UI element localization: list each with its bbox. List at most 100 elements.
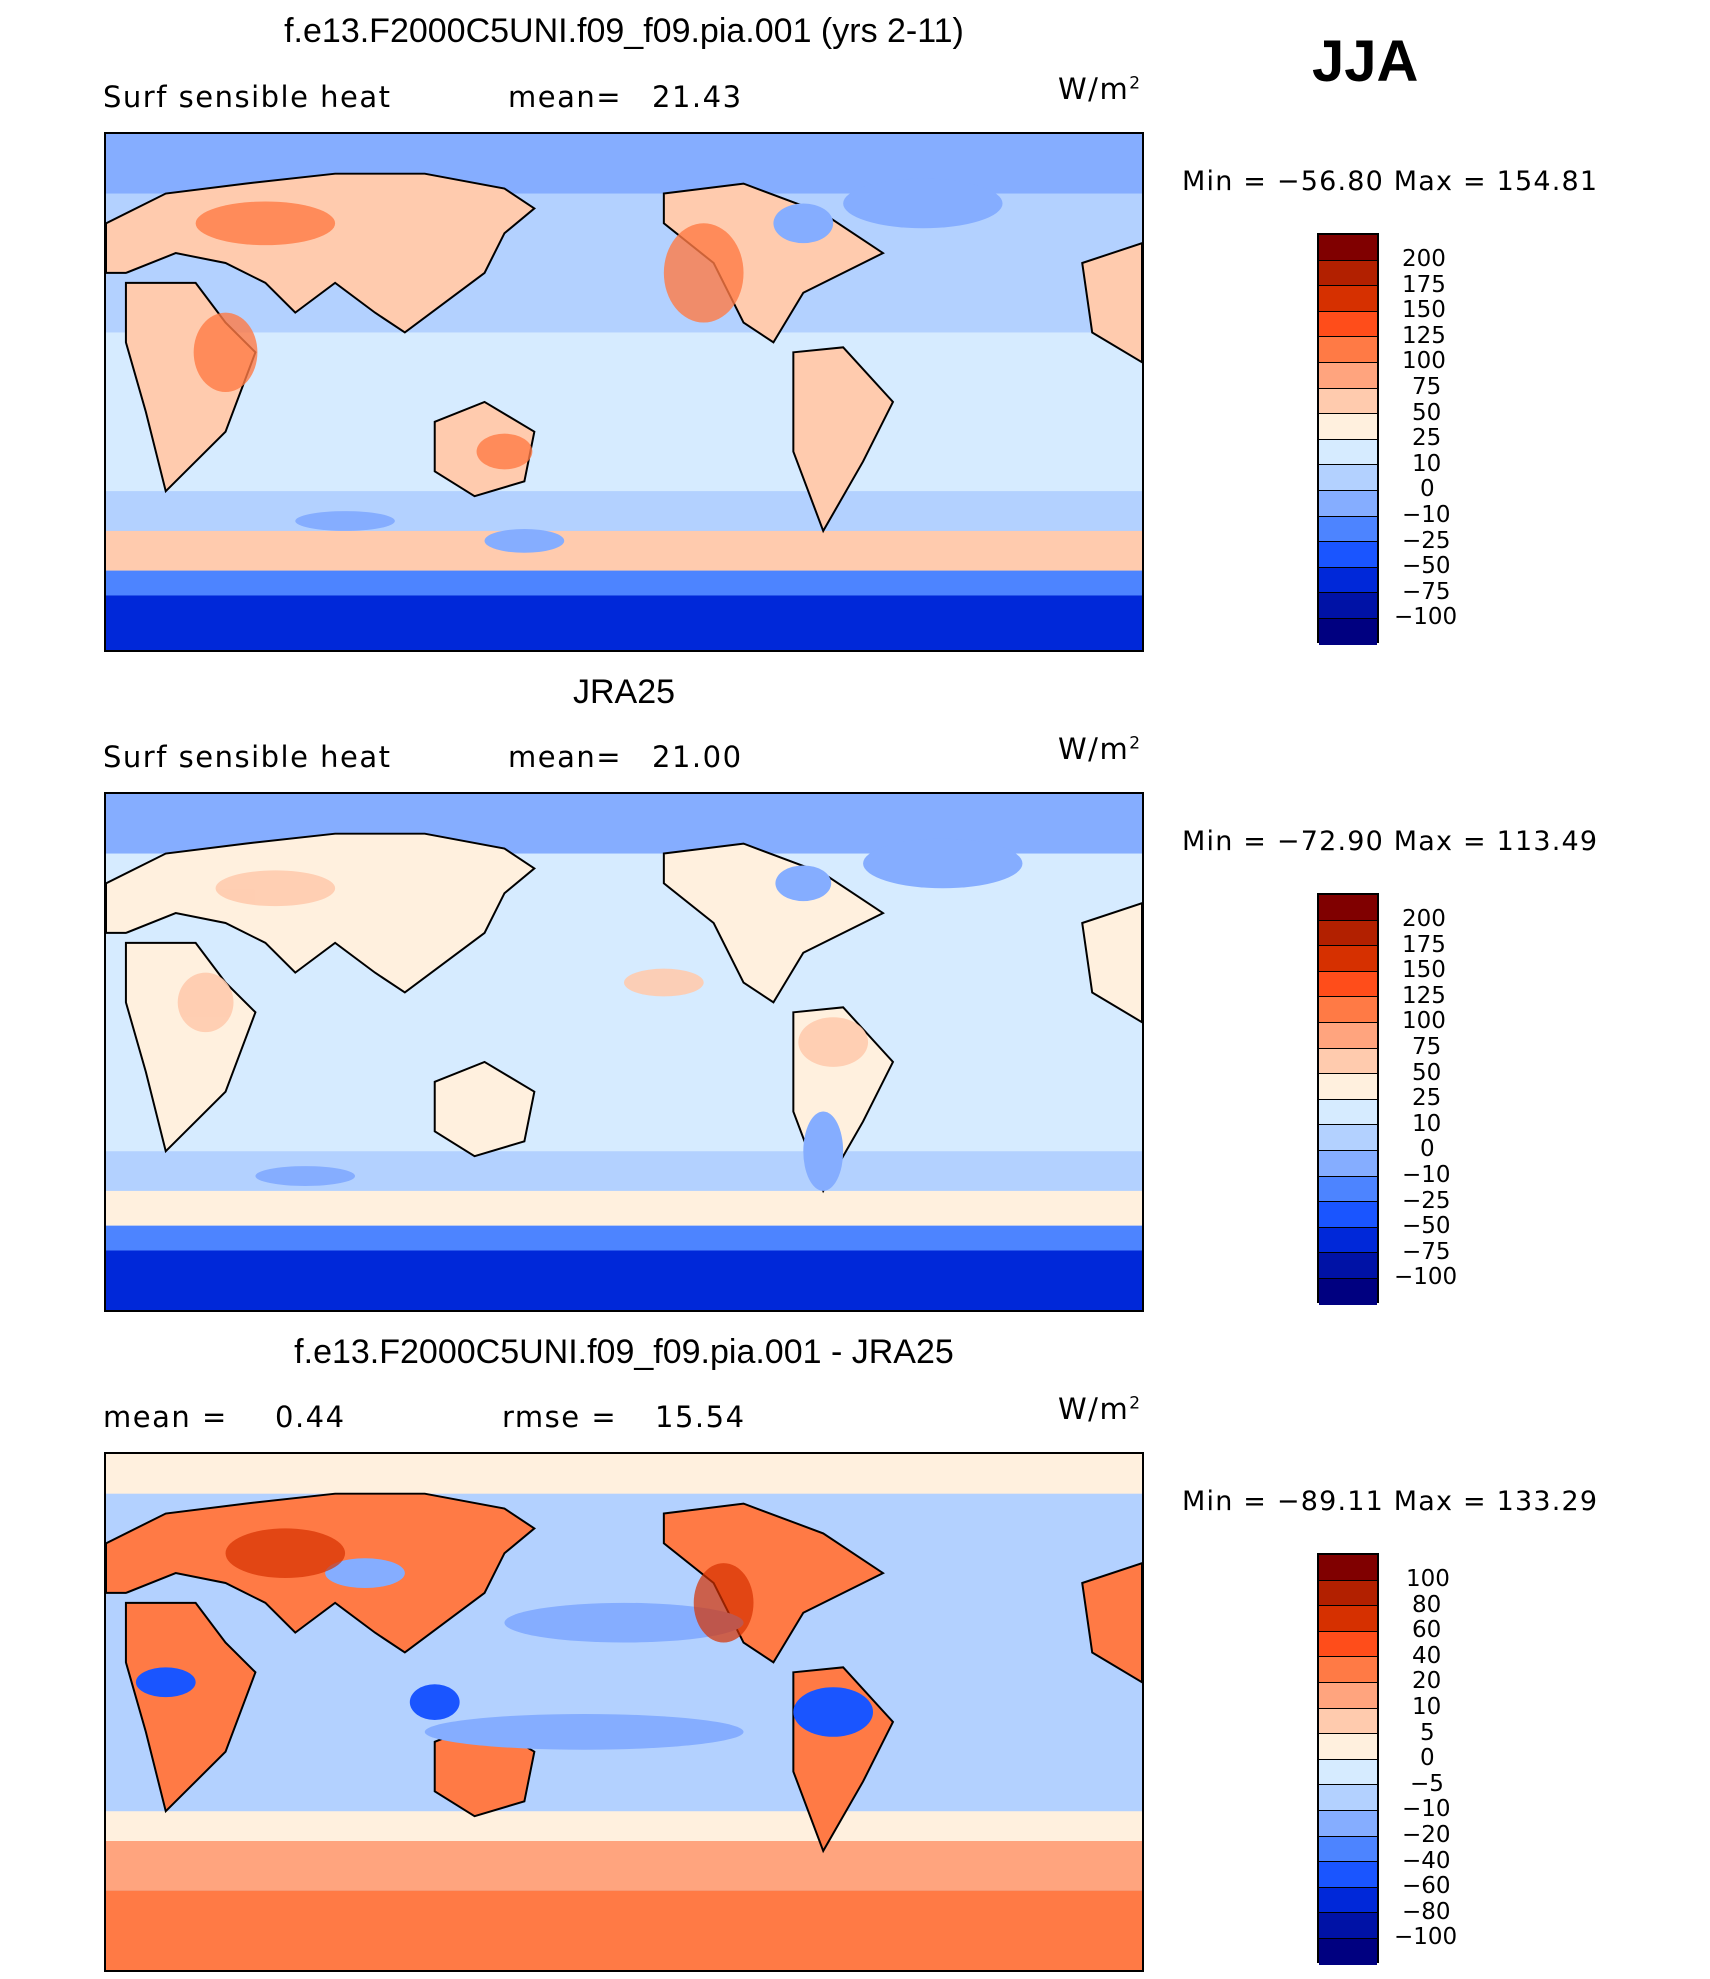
colorbar-label: −80	[1402, 1899, 1451, 1925]
colorbar-swatch	[1319, 1810, 1377, 1837]
colorbar-label: 80	[1412, 1592, 1442, 1618]
colorbar-label: 100	[1402, 348, 1446, 374]
panel3-mean-value: 0.44	[275, 1400, 346, 1434]
colorbar-swatch	[1319, 388, 1377, 415]
colorbar-swatch	[1319, 1657, 1377, 1683]
panel1-units: W/m2	[1058, 72, 1142, 106]
colorbar-swatch	[1319, 465, 1377, 491]
panel3-mean-label: mean =	[103, 1400, 228, 1434]
colorbar-label: −10	[1402, 1796, 1451, 1822]
colorbar-swatch	[1319, 235, 1377, 261]
colorbar-label: 75	[1412, 374, 1442, 400]
colorbar-swatch	[1319, 1555, 1377, 1581]
colorbar-label: −5	[1410, 1771, 1444, 1797]
colorbar-swatch	[1319, 1202, 1377, 1228]
colorbar-label: 125	[1402, 323, 1446, 349]
colorbar-swatch	[1319, 260, 1377, 287]
panel2-colorbar	[1317, 893, 1379, 1305]
panel2-title: JRA25	[572, 673, 676, 711]
colorbar-swatch	[1319, 516, 1377, 543]
colorbar-label: 0	[1420, 1745, 1435, 1771]
colorbar-label: −50	[1402, 1213, 1451, 1239]
panel1-map	[104, 132, 1144, 652]
colorbar-label: 10	[1412, 1111, 1442, 1137]
panel2-variable-label: Surf sensible heat	[103, 740, 392, 774]
colorbar-swatch	[1319, 542, 1377, 568]
panel1-variable-label: Surf sensible heat	[103, 80, 392, 114]
colorbar-label: −10	[1402, 1162, 1451, 1188]
colorbar-swatch	[1319, 362, 1377, 389]
panel2-map	[104, 792, 1144, 1312]
panel3-map	[104, 1452, 1144, 1972]
colorbar-label: 75	[1412, 1034, 1442, 1060]
colorbar-label: −20	[1402, 1822, 1451, 1848]
colorbar-label: 5	[1420, 1720, 1435, 1746]
panel1-colorbar	[1317, 233, 1379, 645]
colorbar-swatch	[1319, 997, 1377, 1023]
colorbar-label: 100	[1406, 1566, 1450, 1592]
colorbar-label: −100	[1394, 604, 1458, 630]
colorbar-swatch	[1319, 618, 1377, 645]
colorbar-swatch	[1319, 1022, 1377, 1049]
colorbar-label: 25	[1412, 425, 1442, 451]
colorbar-swatch	[1319, 1150, 1377, 1177]
panel3-rmse-label: rmse =	[502, 1400, 618, 1434]
panel1-min-max: Min = −56.80 Max = 154.81	[1182, 166, 1599, 197]
colorbar-label: 0	[1420, 476, 1435, 502]
colorbar-label: −40	[1402, 1848, 1451, 1874]
colorbar-label: −50	[1402, 553, 1451, 579]
panel3-rmse-value: 15.54	[655, 1400, 746, 1434]
colorbar-swatch	[1319, 1759, 1377, 1786]
colorbar-swatch	[1319, 1606, 1377, 1632]
colorbar-label: 150	[1402, 957, 1446, 983]
colorbar-swatch	[1319, 1227, 1377, 1254]
colorbar-label: 0	[1420, 1136, 1435, 1162]
panel2-mean-value: 21.00	[652, 740, 743, 774]
colorbar-label: 60	[1412, 1617, 1442, 1643]
colorbar-swatch	[1319, 1734, 1377, 1760]
panel1-map-svg	[106, 134, 1142, 650]
colorbar-label: −10	[1402, 502, 1451, 528]
panel1-title: f.e13.F2000C5UNI.f09_f09.pia.001 (yrs 2-…	[284, 12, 964, 50]
colorbar-swatch	[1319, 920, 1377, 947]
colorbar-swatch	[1319, 286, 1377, 312]
colorbar-swatch	[1319, 1682, 1377, 1709]
colorbar-label: 50	[1412, 400, 1442, 426]
colorbar-label: 10	[1412, 451, 1442, 477]
colorbar-swatch	[1319, 1074, 1377, 1100]
colorbar-swatch	[1319, 593, 1377, 619]
colorbar-swatch	[1319, 490, 1377, 517]
colorbar-swatch	[1319, 1176, 1377, 1203]
colorbar-label: 175	[1402, 272, 1446, 298]
colorbar-swatch	[1319, 337, 1377, 363]
colorbar-swatch	[1319, 1938, 1377, 1965]
colorbar-swatch	[1319, 1125, 1377, 1151]
colorbar-label: 200	[1402, 906, 1446, 932]
panel1-mean-value: 21.43	[652, 80, 743, 114]
colorbar-swatch	[1319, 1708, 1377, 1735]
season-label: JJA	[1312, 29, 1419, 94]
colorbar-label: −75	[1402, 579, 1451, 605]
panel3-min-max: Min = −89.11 Max = 133.29	[1182, 1486, 1599, 1517]
colorbar-label: 175	[1402, 932, 1446, 958]
colorbar-label: −75	[1402, 1239, 1451, 1265]
colorbar-label: 100	[1402, 1008, 1446, 1034]
colorbar-label: 40	[1412, 1643, 1442, 1669]
panel2-min-max: Min = −72.90 Max = 113.49	[1182, 826, 1599, 857]
colorbar-label: 50	[1412, 1060, 1442, 1086]
colorbar-swatch	[1319, 946, 1377, 972]
panel3-units: W/m2	[1058, 1392, 1142, 1426]
colorbar-swatch	[1319, 1580, 1377, 1607]
colorbar-swatch	[1319, 1785, 1377, 1811]
colorbar-swatch	[1319, 971, 1377, 998]
colorbar-swatch	[1319, 439, 1377, 466]
colorbar-swatch	[1319, 1913, 1377, 1939]
colorbar-swatch	[1319, 1253, 1377, 1279]
panel1-mean-label: mean=	[508, 80, 623, 114]
colorbar-swatch	[1319, 1048, 1377, 1075]
colorbar-swatch	[1319, 1278, 1377, 1305]
panel3-map-svg	[106, 1454, 1142, 1970]
panel2-units: W/m2	[1058, 732, 1142, 766]
colorbar-label: 150	[1402, 297, 1446, 323]
colorbar-label: −25	[1402, 528, 1451, 554]
